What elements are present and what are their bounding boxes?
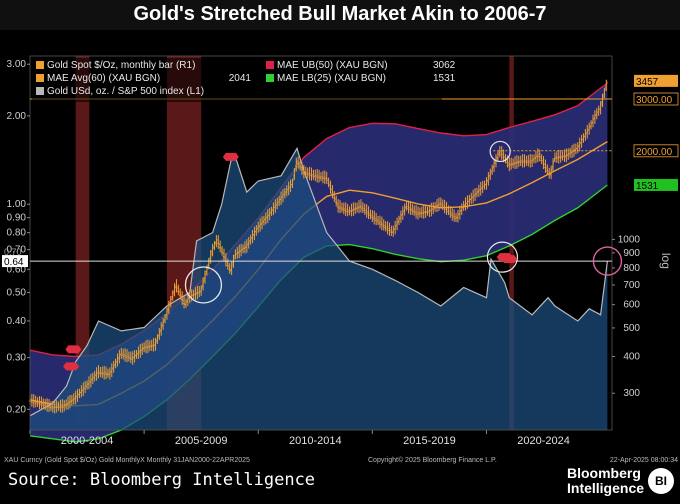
legend-item-2: MAE Avg(60) (XAU BGN) 2041 bbox=[36, 73, 251, 84]
legend-label: Gold Spot $/Oz, monthly bar (R1) bbox=[47, 60, 195, 71]
signal-marker-0 bbox=[65, 345, 82, 354]
left-tick-label: 2.00 bbox=[7, 111, 27, 122]
ticker-info: XAU Curncy (Gold Spot $/Oz) Gold Monthly… bbox=[4, 457, 250, 464]
right-tick-label: 700 bbox=[623, 280, 640, 291]
highlight-range-0 bbox=[75, 56, 90, 430]
left-tick-label: 0.20 bbox=[7, 404, 27, 415]
right-value-box bbox=[634, 74, 678, 87]
legend-swatch bbox=[36, 74, 44, 82]
circle-2007 bbox=[184, 266, 223, 304]
right-value-label-1531: 1531 bbox=[634, 178, 678, 192]
right-value-text: 3000.00 bbox=[636, 95, 673, 106]
legend-item-1: MAE UB(50) (XAU BGN) 3062 bbox=[266, 60, 456, 71]
source-note: Source: Bloomberg Intelligence bbox=[8, 470, 316, 490]
x-tick-label: 2010-2014 bbox=[289, 435, 342, 447]
x-tick-label: 2015-2019 bbox=[403, 435, 456, 447]
x-tick-label: 2000-2004 bbox=[61, 435, 114, 447]
left-tick-label: 0.80 bbox=[7, 228, 27, 239]
x-tick-label: 2020-2024 bbox=[517, 435, 570, 447]
left-tick-label: 0.50 bbox=[7, 288, 27, 299]
right-value-label-3000.00: 3000.00 bbox=[633, 92, 679, 106]
right-value-box bbox=[634, 178, 678, 191]
legend-box bbox=[32, 58, 442, 102]
timestamp: 22-Apr-2025 08:00:34 bbox=[610, 457, 678, 464]
legend-value: 1531 bbox=[433, 73, 456, 84]
x-tick-label: 2005-2009 bbox=[175, 435, 228, 447]
chart-title: Gold's Stretched Bull Market Akin to 200… bbox=[0, 0, 680, 30]
gold-price-line bbox=[29, 80, 608, 408]
right-value-text: 3457 bbox=[636, 77, 659, 88]
right-tick-label: 1000 bbox=[618, 234, 641, 245]
left-tick-label: 1.00 bbox=[7, 199, 27, 210]
bloomberg-logo: Bloomberg Intelligence bbox=[567, 466, 644, 496]
circle-2020-ratio bbox=[486, 241, 519, 273]
circle-current bbox=[592, 246, 623, 276]
right-tick-label: 500 bbox=[623, 323, 640, 334]
chart-plot: 3.00 2.00 1.00 0.90 0.80 0.70 0.60 0.50 0.40 0.30… bbox=[0, 30, 680, 466]
left-pointer-box bbox=[2, 255, 28, 268]
left-tick-label: 0.90 bbox=[7, 213, 27, 224]
logo-line-2: Intelligence bbox=[567, 480, 645, 496]
right-value-box bbox=[633, 144, 679, 158]
left-tick-label: 0.70 bbox=[7, 245, 27, 256]
legend-label: MAE Avg(60) (XAU BGN) bbox=[47, 73, 160, 84]
circle-2020-price bbox=[489, 140, 511, 163]
left-tick-label: 0.30 bbox=[7, 353, 27, 364]
right-value-text: 1531 bbox=[636, 181, 659, 192]
signal-marker-4 bbox=[501, 255, 518, 264]
signal-marker-2 bbox=[222, 152, 239, 161]
legend-value: 3062 bbox=[433, 60, 456, 71]
legend-swatch bbox=[36, 87, 44, 95]
ratio-line bbox=[29, 146, 608, 417]
legend-label: Gold USd, oz. / S&P 500 index (L1) bbox=[47, 86, 204, 97]
legend-item-4: Gold USd, oz. / S&P 500 index (L1) bbox=[36, 86, 204, 97]
right-value-label-2000.00: 2000.00 bbox=[633, 144, 679, 158]
left-tick-label: 0.40 bbox=[7, 316, 27, 327]
legend-item-0: Gold Spot $/Oz, monthly bar (R1) bbox=[36, 60, 195, 71]
legend-label: MAE LB(25) (XAU BGN) bbox=[277, 73, 386, 84]
right-tick-label: 300 bbox=[623, 388, 640, 399]
plot-frame bbox=[29, 55, 613, 431]
legend-swatch bbox=[266, 61, 274, 69]
left-tick-label: 3.00 bbox=[7, 59, 27, 70]
right-value-box bbox=[633, 92, 679, 106]
bi-badge-icon: BI bbox=[648, 468, 674, 494]
left-pointer-text: 0.64 bbox=[4, 257, 24, 268]
right-axis-title: log bbox=[659, 253, 673, 269]
copyright: Copyright© 2025 Bloomberg Finance L.P. bbox=[368, 456, 497, 464]
signal-marker-1 bbox=[63, 362, 80, 371]
logo-line-1: Bloomberg bbox=[567, 465, 641, 481]
ratio-area bbox=[30, 148, 608, 430]
legend-swatch bbox=[36, 61, 44, 69]
right-tick-label: 400 bbox=[623, 351, 640, 362]
right-tick-label: 900 bbox=[623, 248, 640, 259]
legend-label: MAE UB(50) (XAU BGN) bbox=[277, 60, 388, 71]
right-value-text: 2000.00 bbox=[636, 147, 673, 158]
left-tick-label: 0.60 bbox=[7, 264, 27, 275]
right-tick-label: 800 bbox=[623, 263, 640, 274]
legend-swatch bbox=[266, 74, 274, 82]
legend-item-3: MAE LB(25) (XAU BGN) 1531 bbox=[266, 73, 456, 84]
legend-value: 2041 bbox=[229, 73, 252, 84]
right-tick-label: 600 bbox=[623, 300, 640, 311]
left-pointer-underlay: 0.70 bbox=[4, 247, 22, 257]
right-value-label-3457: 3457 bbox=[634, 74, 678, 88]
